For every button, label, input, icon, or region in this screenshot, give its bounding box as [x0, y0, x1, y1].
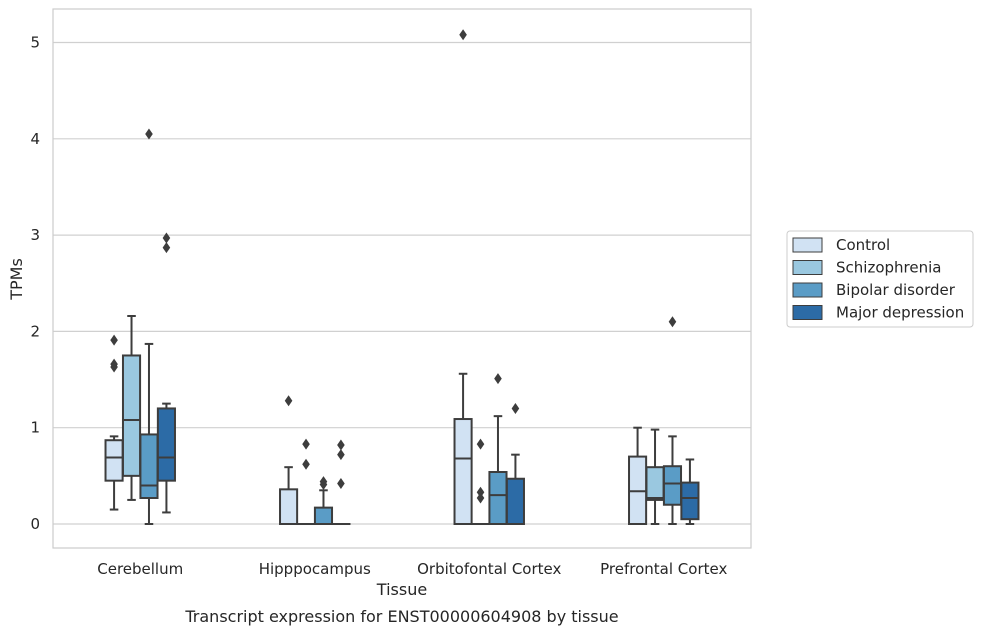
box-major-depression	[505, 402, 525, 526]
figure-caption: Transcript expression for ENST0000060490…	[184, 607, 618, 626]
outlier-point	[319, 479, 328, 491]
x-tick-label: Orbitofontal Cortex	[417, 560, 561, 578]
box-schizophrenia	[296, 438, 316, 526]
box-bipolar-disorder	[313, 476, 334, 525]
outlier-point	[494, 373, 502, 385]
box-iqr	[645, 466, 665, 501]
y-tick-label: 0	[30, 515, 40, 533]
y-axis-label: TPMs	[7, 258, 26, 301]
y-tick-label: 1	[30, 419, 40, 437]
outlier-point	[459, 29, 467, 41]
outlier-point	[162, 232, 171, 244]
legend-swatch	[792, 260, 823, 275]
box-bipolar-disorder	[488, 373, 508, 525]
legend-label: Schizophrenia	[836, 259, 941, 277]
outlier-point	[476, 492, 485, 504]
plot-area-frame	[52, 8, 752, 549]
box-control	[104, 334, 124, 511]
y-tick-label: 5	[30, 34, 40, 52]
legend-label: Bipolar disorder	[836, 281, 956, 299]
box-iqr	[453, 418, 473, 525]
y-tick-label: 2	[30, 322, 40, 340]
outlier-point	[337, 439, 345, 451]
box-schizophrenia	[470, 438, 491, 526]
box-iqr	[662, 465, 683, 506]
x-tick-labels: Cerebellum Hipppocampus Orbitofontal Corte…	[97, 560, 727, 578]
box-control	[628, 426, 648, 525]
box-schizophrenia	[645, 428, 665, 525]
y-tick-labels: 0 1 2 3 4 5	[30, 34, 40, 534]
box-iqr	[505, 477, 525, 526]
box-major-depression	[680, 458, 700, 525]
box-bipolar-disorder	[139, 128, 159, 525]
legend: Control Schizophrenia Bipolar disorder Majo…	[786, 230, 974, 328]
outlier-point	[284, 395, 293, 407]
box-major-depression	[156, 232, 176, 514]
legend-swatch	[792, 237, 823, 253]
box-iqr	[156, 407, 176, 482]
y-tick-label: 4	[30, 130, 40, 148]
outlier-point	[145, 128, 153, 140]
outlier-point	[302, 458, 310, 470]
outlier-point	[302, 438, 310, 450]
box-iqr	[680, 481, 700, 521]
outlier-point	[162, 242, 171, 254]
outlier-point	[110, 334, 118, 346]
box-iqr	[104, 439, 124, 482]
x-tick-label: Prefrontal Cortex	[600, 560, 727, 578]
outlier-point	[337, 449, 345, 461]
box-iqr	[139, 433, 159, 499]
y-tick-label: 3	[30, 226, 40, 244]
outlier-point	[476, 486, 485, 498]
box-iqr	[121, 354, 142, 477]
box-bipolar-disorder	[662, 316, 683, 525]
box-series-group	[104, 29, 700, 526]
outlier-point	[511, 402, 520, 414]
outlier-point	[337, 478, 345, 490]
outlier-point	[110, 361, 118, 373]
x-axis-label: Tissue	[376, 580, 427, 599]
box-schizophrenia	[121, 314, 142, 501]
x-tick-label: Cerebellum	[97, 560, 183, 578]
legend-swatch	[792, 305, 823, 320]
box-iqr	[279, 488, 299, 525]
box-iqr	[313, 506, 334, 525]
legend-label: Control	[836, 236, 890, 254]
outlier-point	[668, 316, 677, 328]
x-tick-label: Hipppocampus	[259, 560, 371, 578]
box-control	[279, 395, 299, 525]
legend-swatch	[792, 282, 823, 298]
legend-label: Major depression	[836, 304, 964, 322]
box-control	[453, 29, 473, 525]
outlier-point	[476, 438, 485, 450]
box-major-depression	[331, 439, 351, 526]
legend-frame	[786, 230, 974, 328]
box-iqr	[488, 470, 508, 525]
